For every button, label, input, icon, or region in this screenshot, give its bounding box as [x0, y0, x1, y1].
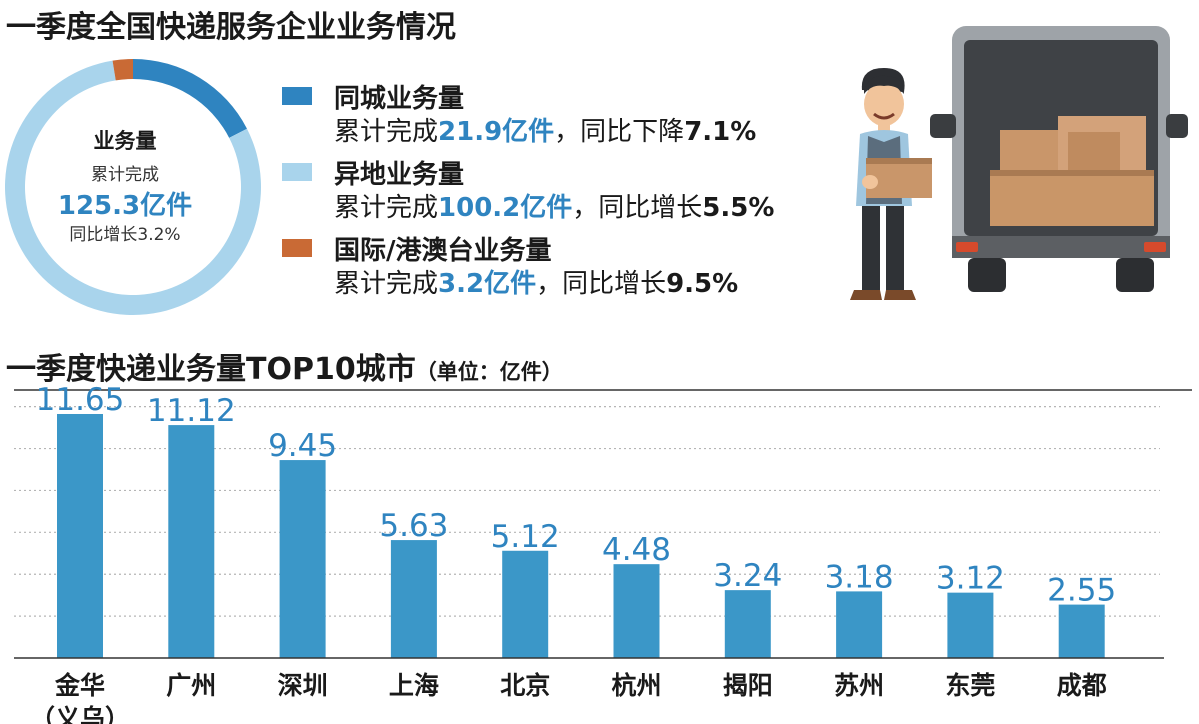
category-label: 成都: [1057, 671, 1107, 700]
category-label: 杭州: [611, 671, 661, 700]
bar-chart: 11.65 金华 （义乌） 11.12 广州 9.45 深圳 5.63 上海 5.12 北京 4.48…: [14, 382, 1192, 724]
courier-truck-illustration: [850, 26, 1188, 300]
bar-chart-title: 一季度快递业务量TOP10城市（单位：亿件）: [6, 344, 563, 388]
bar: [390, 540, 437, 658]
category-label: 苏州: [834, 671, 884, 700]
bar-value-label: 3.12: [936, 561, 1005, 597]
legend-change: ，同比下降: [554, 117, 685, 147]
category-label: 北京: [500, 671, 550, 700]
legend-swatch-same-city: [282, 87, 312, 105]
category-label: 深圳: [278, 671, 328, 700]
bar-value-label: 5.63: [379, 508, 448, 544]
tail-light-left: [956, 242, 978, 252]
legend-item-international: 国际/港澳台业务量 累计完成3.2亿件，同比增长9.5%: [282, 230, 774, 302]
bar: [57, 413, 103, 658]
bar-value-label: 5.12: [491, 519, 560, 555]
legend-prefix: 累计完成: [334, 117, 439, 147]
bar-value-label: 11.65: [36, 382, 125, 418]
truck-mirror-left: [930, 114, 956, 138]
legend-amount: 3.2亿件: [438, 269, 537, 299]
bar-chart-title-main: 一季度快递业务量TOP10城市: [6, 352, 416, 387]
legend-amount: 21.9亿件: [438, 117, 555, 147]
truck-bumper: [952, 236, 1170, 258]
tail-light-right: [1144, 242, 1166, 252]
legend-name: 异地业务量: [334, 159, 465, 190]
legend-item-inter-city: 异地业务量 累计完成100.2亿件，同比增长5.5%: [282, 154, 774, 226]
cargo-box-edge: [990, 170, 1154, 176]
legend-item-same-city: 同城业务量 累计完成21.9亿件，同比下降7.1%: [282, 78, 774, 150]
legend-prefix: 累计完成: [334, 193, 439, 223]
bar-value-label: 4.48: [602, 532, 671, 568]
bar-value-label: 3.24: [713, 558, 782, 594]
bar-value-label: 3.18: [825, 559, 894, 595]
category-label: 东莞: [945, 671, 995, 700]
legend-pct: 5.5%: [702, 193, 775, 223]
legend-amount: 100.2亿件: [438, 193, 573, 223]
donut-center-value: 125.3亿件: [58, 191, 192, 221]
legend-change: ，同比增长: [572, 193, 703, 223]
truck-wheel-right: [1116, 258, 1154, 292]
legend-name: 同城业务量: [334, 83, 465, 114]
category-label: 金华: [54, 671, 105, 700]
category-label: 揭阳: [723, 671, 773, 700]
donut-center-title: 业务量: [94, 129, 157, 153]
truck-wheel-left: [968, 258, 1006, 292]
cargo-box: [1000, 130, 1058, 170]
legend-pct: 7.1%: [684, 117, 757, 147]
truck-mirror-right: [1166, 114, 1188, 138]
legend: 同城业务量 累计完成21.9亿件，同比下降7.1% 异地业务量 累计完成100.…: [282, 78, 774, 306]
cargo-box: [1068, 132, 1120, 170]
bar: [168, 425, 215, 658]
bar: [613, 564, 660, 658]
donut-slice-2: [112, 59, 133, 81]
category-label: 广州: [166, 671, 216, 700]
bar: [1058, 604, 1105, 658]
legend-swatch-international: [282, 239, 312, 257]
legend-swatch-inter-city: [282, 163, 312, 181]
donut-slice-0: [133, 59, 247, 138]
page-title: 一季度全国快递服务企业业务情况: [6, 10, 456, 45]
legend-name: 国际/港澳台业务量: [334, 235, 552, 266]
cargo-box: [990, 170, 1154, 226]
bar-value-label: 11.12: [147, 393, 236, 429]
bar: [724, 590, 771, 658]
category-label: 上海: [389, 671, 439, 700]
bar: [279, 460, 326, 658]
legend-pct: 9.5%: [666, 269, 739, 299]
bar: [502, 550, 549, 658]
donut-center-line3: 同比增长3.2%: [69, 225, 180, 245]
courier-person: [850, 68, 932, 300]
bar-chart-unit: （单位：亿件）: [415, 360, 563, 384]
bar: [836, 591, 883, 658]
bar-value-label: 9.45: [268, 428, 337, 464]
bar-value-label: 2.55: [1047, 573, 1116, 609]
legend-change: ，同比增长: [536, 269, 667, 299]
category-label: （义乌）: [30, 704, 130, 724]
legend-prefix: 累计完成: [334, 269, 439, 299]
bar: [947, 592, 994, 658]
donut-center-line1: 累计完成: [91, 165, 159, 185]
